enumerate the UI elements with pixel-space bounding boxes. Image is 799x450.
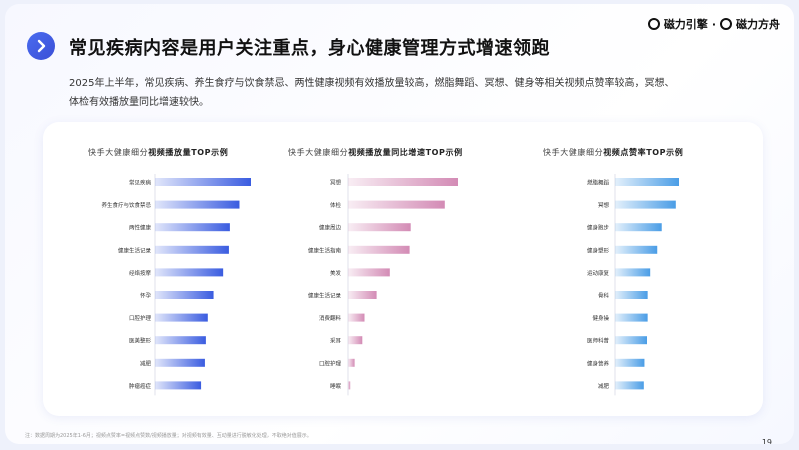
likes-bar bbox=[615, 245, 658, 254]
likes-category-label: 骨科 bbox=[598, 292, 610, 300]
views-bar bbox=[155, 313, 208, 322]
likes-bar bbox=[615, 313, 648, 322]
chevron-right-icon bbox=[27, 32, 55, 60]
growth-category-label: 体检 bbox=[330, 201, 342, 209]
views-bar bbox=[155, 178, 251, 186]
likes-category-label: 医师科普 bbox=[587, 337, 610, 345]
views-category-label: 健康生活记录 bbox=[118, 246, 152, 254]
growth-bar bbox=[348, 245, 410, 254]
slide: 常见疾病内容是用户关注重点，身心健康管理方式增速领跑 磁力引擎 · 磁力方舟 2… bbox=[5, 4, 794, 444]
likes-category-label: 燃脂舞蹈 bbox=[587, 179, 610, 187]
growth-chart: 快手大健康细分视频播放量同比增速TOP示例冥想体检健康周边健康生活指南美发健康生… bbox=[288, 147, 463, 396]
views-bar bbox=[155, 336, 206, 345]
likes-bar bbox=[615, 358, 645, 367]
growth-bar bbox=[348, 291, 377, 299]
growth-category-label: 健康生活指南 bbox=[308, 246, 342, 254]
views-category-label: 常见疾病 bbox=[129, 179, 152, 187]
views-category-label: 肿瘤癌症 bbox=[129, 382, 152, 390]
growth-bar bbox=[348, 200, 445, 209]
growth-chart-title-prefix: 快手大健康细分 bbox=[288, 147, 348, 157]
likes-category-label: 减肥 bbox=[598, 382, 610, 390]
views-bar bbox=[155, 223, 230, 232]
views-bar bbox=[155, 358, 205, 367]
brand-engine-logo-icon bbox=[647, 18, 660, 30]
growth-chart-title-bold: 视频播放量同比增速TOP示例 bbox=[348, 147, 463, 157]
growth-category-label: 口腔护理 bbox=[319, 359, 342, 367]
brand-ark-name: 磁力方舟 bbox=[736, 18, 780, 31]
page-number: 19 bbox=[761, 438, 772, 444]
likes-bar bbox=[615, 200, 676, 209]
likes-bar bbox=[615, 291, 648, 299]
views-category-label: 怀孕 bbox=[140, 292, 152, 300]
likes-bar bbox=[615, 336, 647, 345]
likes-category-label: 健身营养 bbox=[587, 359, 610, 367]
growth-bar bbox=[348, 223, 411, 232]
growth-category-label: 美发 bbox=[330, 269, 342, 277]
growth-bar bbox=[348, 178, 458, 186]
charts-card: 快手大健康细分视频播放量TOP示例 常见疾病 养生食疗与饮食禁忌 两性健康 健康生活记录… bbox=[43, 122, 763, 416]
views-chart-title: 快手大健康细分视频播放量TOP示例 bbox=[88, 147, 228, 157]
views-bar bbox=[155, 245, 229, 254]
description-line-1: 2025年上半年，常见疾病、养生食疗与饮食禁忌、两性健康视频有效播放量较高，燃脂… bbox=[69, 78, 675, 89]
views-category-label: 医美整形 bbox=[129, 337, 152, 345]
views-bar bbox=[155, 381, 202, 390]
footer-note: 注：数据周期为2025年1-6月；视频点赞率=视频点赞数/视频播放量；对视频有效… bbox=[25, 433, 312, 439]
growth-category-label: 睡眠 bbox=[330, 382, 342, 390]
growth-bar bbox=[348, 358, 355, 367]
views-chart: 快手大健康细分视频播放量TOP示例常见疾病养生食疗与饮食禁忌两性健康健康生活记录… bbox=[88, 147, 251, 396]
growth-bar bbox=[348, 268, 390, 277]
likes-chart-title-bold: 视频点赞率TOP示例 bbox=[603, 147, 683, 157]
growth-category-label: 采耳 bbox=[330, 337, 342, 345]
likes-bar bbox=[615, 178, 679, 186]
views-bar bbox=[155, 268, 224, 277]
views-chart-title-prefix: 快手大健康细分 bbox=[88, 147, 148, 157]
brand-separator: · bbox=[711, 17, 716, 31]
likes-category-label: 健身操 bbox=[592, 314, 609, 322]
growth-bar bbox=[348, 313, 365, 322]
growth-category-label: 健康周边 bbox=[319, 224, 342, 232]
likes-chart-title-prefix: 快手大健康细分 bbox=[543, 147, 603, 157]
views-category-label: 养生食疗与饮食禁忌 bbox=[101, 201, 151, 209]
description: 2025年上半年，常见疾病、养生食疗与饮食禁忌、两性健康视频有效播放量较高，燃脂… bbox=[69, 74, 709, 112]
likes-category-label: 运动康复 bbox=[587, 269, 610, 277]
page-title: 常见疾病内容是用户关注重点，身心健康管理方式增速领跑 bbox=[69, 38, 550, 59]
growth-category-label: 冥想 bbox=[330, 179, 342, 187]
growth-bar bbox=[348, 381, 351, 390]
likes-bar bbox=[615, 381, 644, 390]
views-category-label: 口腔护理 bbox=[129, 314, 152, 322]
description-line-2: 体检有效播放量同比增速较快。 bbox=[69, 97, 209, 108]
views-category-label: 减肥 bbox=[140, 359, 152, 367]
charts-svg: 快手大健康细分视频播放量TOP示例常见疾病养生食疗与饮食禁忌两性健康健康生活记录… bbox=[88, 147, 683, 396]
likes-category-label: 健身跑步 bbox=[587, 224, 610, 232]
likes-chart: 快手大健康细分视频点赞率TOP示例燃脂舞蹈冥想健身跑步健身塑形运动康复骨科健身操… bbox=[543, 147, 683, 396]
brand-ark-logo-icon bbox=[720, 18, 732, 30]
likes-bar bbox=[615, 223, 662, 232]
views-chart-title-bold: 视频播放量TOP示例 bbox=[148, 147, 228, 157]
growth-bar bbox=[348, 336, 363, 345]
views-category-label: 两性健康 bbox=[129, 224, 152, 232]
brand-engine-name: 磁力引擎 bbox=[663, 18, 708, 31]
views-category-label: 经络按摩 bbox=[129, 269, 152, 277]
growth-category-label: 消费翻料 bbox=[319, 314, 342, 322]
brand-logos: 磁力引擎 · 磁力方舟 bbox=[647, 16, 780, 32]
views-bar bbox=[155, 291, 214, 299]
likes-category-label: 健身塑形 bbox=[587, 246, 610, 254]
growth-chart-title: 快手大健康细分视频播放量同比增速TOP示例 bbox=[288, 147, 463, 157]
likes-chart-title: 快手大健康细分视频点赞率TOP示例 bbox=[543, 147, 683, 157]
growth-category-label: 健康生活记录 bbox=[308, 292, 342, 300]
views-bar bbox=[155, 200, 240, 209]
likes-category-label: 冥想 bbox=[598, 201, 610, 209]
likes-bar bbox=[615, 268, 651, 277]
